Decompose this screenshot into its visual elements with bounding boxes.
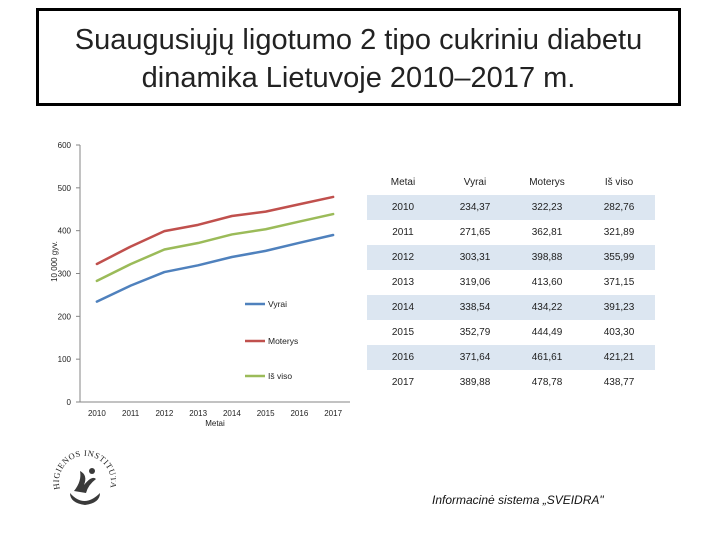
table-cell: 2017 (391, 377, 415, 388)
table-cell: 352,79 (459, 327, 491, 338)
table-cell: 413,60 (531, 277, 563, 288)
x-tick-label: 2013 (189, 409, 207, 418)
chart-legend: Vyrai Moterys Iš viso (245, 299, 298, 381)
table-row: 2012 303,31 398,88 355,99 (367, 245, 655, 270)
table-cell: 319,06 (459, 277, 491, 288)
table-header-cell: Iš viso (583, 170, 655, 195)
table-cell: 2014 (367, 295, 439, 320)
table-cell: 2010 (367, 195, 439, 220)
table-row: 2016 371,64 461,61 421,21 (367, 345, 655, 370)
y-tick-label: 300 (58, 270, 72, 279)
table-cell: 371,64 (439, 345, 511, 370)
series-line-2 (95, 212, 335, 283)
table-header-cell: Vyrai (439, 170, 511, 195)
x-tick-label: 2012 (155, 409, 173, 418)
x-tick-label: 2016 (290, 409, 308, 418)
y-tick-label: 600 (58, 141, 72, 150)
y-tick-label: 100 (58, 355, 72, 364)
table-cell: 303,31 (439, 245, 511, 270)
table-cell: 2015 (391, 327, 415, 338)
table-header-cell: Moterys (511, 170, 583, 195)
data-table: Metai Vyrai Moterys Iš viso 2010 234,37 32… (367, 170, 655, 395)
table-row: 2013 319,06 413,60 371,15 (367, 270, 655, 295)
table-cell: 2012 (367, 245, 439, 270)
y-axis-title: 10 000 gyv. (50, 241, 59, 282)
x-tick-label: 2015 (257, 409, 275, 418)
x-tick-label: 2014 (223, 409, 241, 418)
series-line-0 (95, 233, 335, 303)
table-cell: 355,99 (583, 245, 655, 270)
table-header-row: Metai Vyrai Moterys Iš viso (367, 170, 655, 195)
table-row: 2014 338,54 434,22 391,23 (367, 295, 655, 320)
line-chart: 0 100 200 300 400 500 600 2010 2011 2012 2013 2014 2… (50, 141, 350, 428)
table-cell: 391,23 (583, 295, 655, 320)
table-cell: 438,77 (603, 377, 635, 388)
series-line-1 (95, 195, 335, 266)
y-tick-label: 0 (67, 398, 72, 407)
table-cell: 444,49 (531, 327, 563, 338)
table-row: 2010 234,37 322,23 282,76 (367, 195, 655, 220)
table-cell: 2016 (367, 345, 439, 370)
table-row: 2015 352,79 444,49 403,30 (367, 320, 655, 345)
table-cell: 371,15 (603, 277, 635, 288)
table-cell: 338,54 (439, 295, 511, 320)
chart-axes: 0 100 200 300 400 500 600 2010 2011 2012 2013 2014 2… (50, 141, 350, 428)
chart-series (95, 195, 335, 303)
table-cell: 234,37 (439, 195, 511, 220)
x-tick-label: 2017 (324, 409, 342, 418)
table-cell: 2011 (392, 227, 414, 238)
table-cell: 271,65 (459, 227, 491, 238)
table-cell: 362,81 (531, 227, 563, 238)
table-row: 2011 271,65 362,81 321,89 (367, 220, 655, 245)
table-cell: 403,30 (603, 327, 635, 338)
table-row: 2017 389,88 478,78 438,77 (367, 370, 655, 395)
source-note: Informacinė sistema „SVEIDRA" (432, 493, 604, 507)
title-line-2: dinamika Lietuvoje 2010–2017 m. (141, 62, 576, 94)
x-axis-title: Metai (205, 419, 225, 428)
title-line-1: Suaugusiųjų ligotumo 2 tipo cukriniu dia… (74, 24, 643, 56)
x-tick-label: 2010 (88, 409, 106, 418)
y-tick-label: 500 (58, 184, 72, 193)
table-header-cell: Metai (367, 170, 439, 195)
legend-label: Iš viso (268, 371, 292, 381)
table-cell: 461,61 (511, 345, 583, 370)
x-tick-label: 2011 (122, 409, 140, 418)
table-cell: 434,22 (511, 295, 583, 320)
y-tick-label: 200 (58, 312, 72, 321)
table-body: 2010 234,37 322,23 282,76 2011 271,65 362,81 32… (367, 195, 655, 395)
table-cell: 478,78 (531, 377, 563, 388)
table-cell: 322,23 (511, 195, 583, 220)
table-cell: 282,76 (583, 195, 655, 220)
table-cell: 389,88 (459, 377, 491, 388)
institute-logo: HIGIENOS INSTITUTAS (52, 445, 116, 505)
table-cell: 398,88 (511, 245, 583, 270)
table-cell: 321,89 (603, 227, 635, 238)
y-tick-label: 400 (58, 227, 72, 236)
legend-label: Vyrai (268, 299, 287, 309)
slide-title: Suaugusiųjų ligotumo 2 tipo cukriniu dia… (36, 8, 681, 106)
legend-label: Moterys (268, 336, 298, 346)
table-cell: 2013 (391, 277, 415, 288)
table-cell: 421,21 (583, 345, 655, 370)
